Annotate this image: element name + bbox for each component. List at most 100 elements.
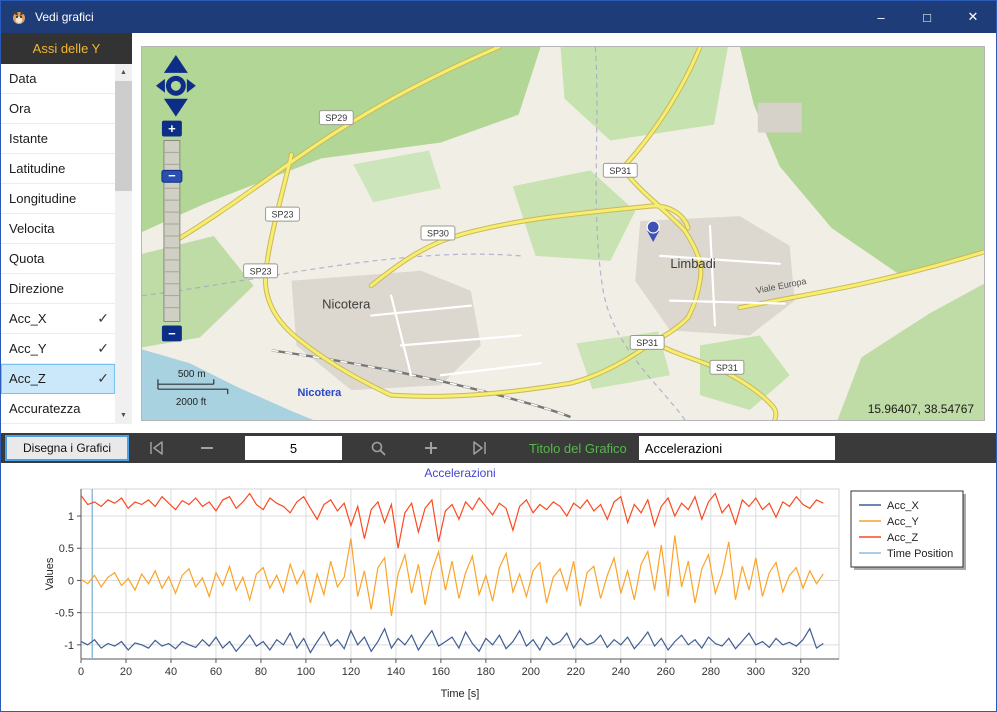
y-tick-label: 0.5 (59, 543, 74, 555)
x-tick-label: 60 (210, 666, 222, 678)
skip-end-button[interactable] (471, 440, 489, 456)
road-badge: SP23 (265, 206, 300, 222)
search-button[interactable] (370, 440, 387, 457)
list-item-label: Acc_X (9, 311, 47, 326)
x-tick-label: 40 (165, 666, 177, 678)
list-item-direzione[interactable]: Direzione (1, 274, 115, 304)
y-tick-label: -1 (64, 640, 74, 652)
pan-right-button[interactable] (186, 78, 196, 93)
graph-title-input[interactable] (638, 436, 835, 460)
increment-button[interactable] (423, 440, 439, 456)
x-tick-label: 80 (255, 666, 267, 678)
svg-text:SP30: SP30 (427, 228, 449, 238)
check-icon: ✓ (97, 340, 109, 356)
list-item-label: Istante (9, 131, 49, 146)
x-tick-label: 120 (342, 666, 360, 678)
sidebar-header: Assi delle Y (1, 33, 132, 64)
zoom-slider-handle[interactable] (161, 169, 183, 183)
zoom-out-glyph: − (168, 326, 176, 341)
scale-bar: 500 m 2000 ft (157, 369, 229, 408)
map-container[interactable]: SP29 SP31 SP23 SP30 SP23 SP31 SP31 Nicotera Limb… (141, 46, 985, 421)
map-admin-boundaries (142, 47, 686, 420)
list-scrollbar[interactable]: ▲ ▼ (115, 64, 132, 424)
chart-title: Accelerazioni (424, 466, 495, 480)
scroll-up-button[interactable]: ▲ (120, 69, 127, 76)
graph-title-label: Titolo del Grafico (529, 440, 627, 456)
list-item-label: Acc_Y (9, 341, 47, 356)
zoom-slider-track[interactable] (163, 140, 181, 323)
map-coordinates: 15.96407, 38.54767 (868, 402, 975, 416)
scale-feet-label: 2000 ft (176, 397, 207, 408)
list-item-label: Velocita (9, 221, 55, 236)
svg-text:SP23: SP23 (272, 210, 294, 220)
chart-ylabel: Values (44, 557, 56, 590)
list-item-label: Latitudine (9, 161, 66, 176)
chart-xlabel: Time [s] (441, 688, 480, 700)
zoom-handle-glyph: − (168, 168, 176, 183)
list-item-label: Accuratezza (9, 401, 81, 416)
map-svg[interactable]: SP29 SP31 SP23 SP30 SP23 SP31 SP31 Nicotera Limb… (142, 47, 984, 420)
pan-down-button[interactable] (163, 98, 188, 117)
list-item-acc_x[interactable]: Acc_X ✓ (1, 304, 115, 334)
scale-meters-label: 500 m (178, 369, 206, 380)
x-tick-label: 160 (432, 666, 450, 678)
x-tick-label: 260 (657, 666, 675, 678)
y-tick-label: 0 (68, 575, 74, 587)
x-tick-label: 240 (612, 666, 630, 678)
list-item-ora[interactable]: Ora (1, 94, 115, 124)
list-item-data[interactable]: Data (1, 64, 115, 94)
list-item-velocita[interactable]: Velocita (1, 214, 115, 244)
pan-up-button[interactable] (163, 54, 188, 73)
legend-item: Time Position (887, 548, 953, 560)
page-input[interactable] (245, 436, 342, 460)
x-tick-label: 300 (747, 666, 765, 678)
x-tick-label: 320 (792, 666, 810, 678)
pan-center[interactable] (165, 75, 186, 96)
x-tick-label: 20 (120, 666, 132, 678)
x-tick-label: 200 (522, 666, 540, 678)
series-Acc_Z (80, 492, 824, 549)
list-item-istante[interactable]: Istante (1, 124, 115, 154)
zoom-out-button[interactable] (161, 325, 182, 342)
maximize-button[interactable]: □ (923, 9, 931, 25)
minimize-button[interactable]: – (877, 9, 885, 25)
place-label: Nicotera (322, 297, 371, 312)
window-title: Vedi grafici (35, 10, 94, 24)
scale-bar-lines (157, 379, 229, 395)
scroll-thumb[interactable] (115, 81, 132, 191)
list-item-label: Data (9, 71, 37, 86)
y-axis-list: Data Ora Istante Latitudine Longitudine Veloc… (1, 64, 115, 424)
svg-text:SP31: SP31 (609, 166, 631, 176)
legend-item: Acc_Z (887, 532, 918, 544)
zoom-in-button[interactable] (161, 120, 182, 137)
map-wrap: SP29 SP31 SP23 SP30 SP23 SP31 SP31 Nicotera Limb… (132, 33, 996, 433)
y-tick-label: 1 (68, 511, 74, 523)
close-button[interactable]: ✕ (967, 9, 979, 24)
list-item-label: Quota (9, 251, 45, 266)
road-badge: SP30 (420, 225, 456, 241)
main-area: Assi delle Y Data Ora Istante Latitudine Lon… (1, 33, 996, 433)
list-item-label: Ora (9, 101, 31, 116)
scroll-down-button[interactable]: ▼ (120, 412, 127, 419)
list-item-acc_y[interactable]: Acc_Y ✓ (1, 334, 115, 364)
list-item-acc_z[interactable]: Acc_Z ✓ (1, 364, 115, 394)
list-item-quota[interactable]: Quota (1, 244, 115, 274)
list-item-latitudine[interactable]: Latitudine (1, 154, 115, 184)
y-axis-list-wrap: Data Ora Istante Latitudine Longitudine Veloc… (1, 64, 132, 433)
pan-left-button[interactable] (155, 78, 165, 93)
list-item-accuratezza[interactable]: Accuratezza (1, 394, 115, 424)
pan-compass[interactable] (155, 54, 196, 117)
decrement-button[interactable] (199, 440, 215, 456)
zoom-in-glyph: + (168, 121, 176, 136)
chart-legend (850, 490, 964, 568)
y-tick-label: -0.5 (55, 608, 74, 620)
chart-container: 0 20 40 60 80 100 120 140 160 180 200 220 240 260 280 3… (1, 463, 996, 711)
zoom-control[interactable]: + − − (161, 120, 183, 342)
place-label: Limbadi (670, 256, 715, 271)
list-item-longitudine[interactable]: Longitudine (1, 184, 115, 214)
legend-item: Acc_X (887, 500, 919, 512)
skip-start-button[interactable] (147, 440, 165, 456)
draw-graphs-button[interactable]: Disegna i Grafici (5, 435, 129, 461)
sidebar: Assi delle Y Data Ora Istante Latitudine Lon… (1, 33, 132, 433)
